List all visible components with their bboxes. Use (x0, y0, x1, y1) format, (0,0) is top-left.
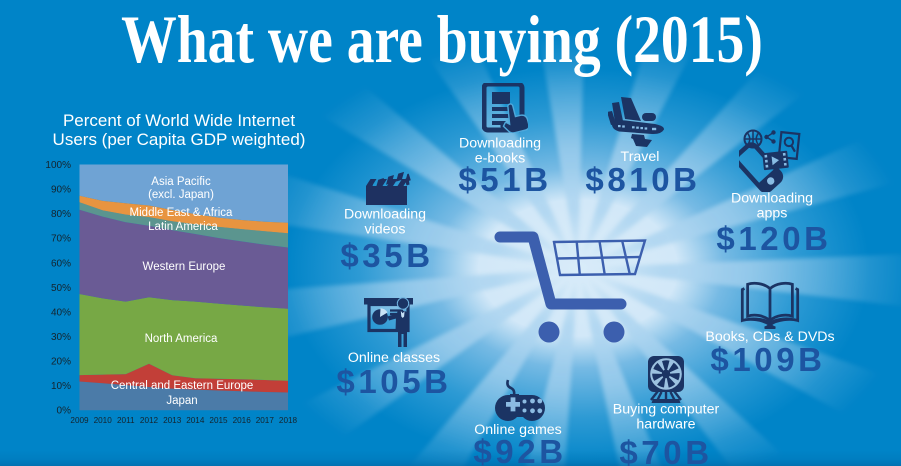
svg-text:30%: 30% (51, 332, 71, 343)
svg-text:Japan: Japan (166, 395, 197, 407)
svg-text:2013: 2013 (163, 416, 182, 425)
svg-text:20%: 20% (51, 357, 71, 368)
svg-text:North America: North America (145, 333, 218, 345)
svg-text:0%: 0% (57, 406, 72, 417)
svg-text:2010: 2010 (94, 416, 113, 425)
svg-text:2015: 2015 (209, 416, 228, 425)
svg-text:60%: 60% (51, 258, 71, 269)
svg-text:2011: 2011 (117, 416, 135, 425)
svg-text:2014: 2014 (186, 416, 205, 425)
svg-text:2016: 2016 (233, 416, 252, 425)
svg-text:100%: 100% (45, 160, 71, 171)
svg-text:Latin America: Latin America (148, 221, 218, 233)
svg-text:90%: 90% (51, 185, 71, 196)
svg-text:10%: 10% (51, 381, 71, 392)
svg-text:Middle East & Africa: Middle East & Africa (130, 207, 234, 219)
svg-text:Central and Eastern Europe: Central and Eastern Europe (111, 380, 254, 392)
svg-text:50%: 50% (51, 283, 71, 294)
svg-text:Western Europe: Western Europe (143, 261, 226, 273)
svg-text:2017: 2017 (256, 416, 275, 425)
svg-text:70%: 70% (51, 234, 71, 245)
svg-text:2018: 2018 (279, 416, 298, 425)
svg-text:80%: 80% (51, 209, 71, 220)
svg-text:40%: 40% (51, 307, 71, 318)
svg-text:Asia Pacific: Asia Pacific (151, 176, 211, 188)
svg-text:2012: 2012 (140, 416, 159, 425)
svg-text:(excl. Japan): (excl. Japan) (148, 189, 214, 201)
svg-text:2009: 2009 (70, 416, 89, 425)
